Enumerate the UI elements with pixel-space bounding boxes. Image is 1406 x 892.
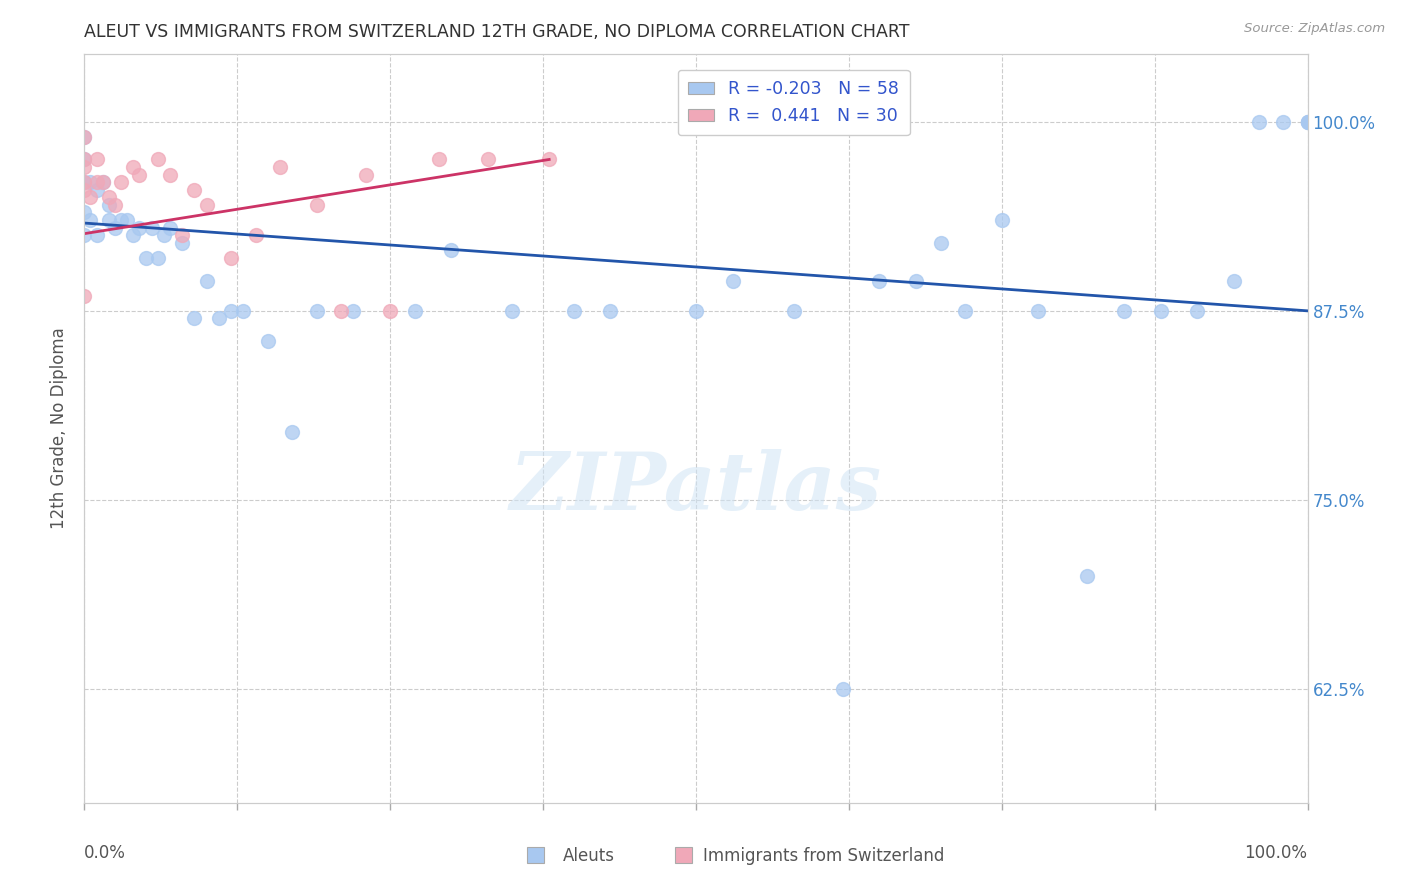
- Text: 0.0%: 0.0%: [84, 844, 127, 862]
- Point: [1296, 114, 1319, 128]
- Point: [73, 175, 96, 189]
- Point: [91, 175, 114, 189]
- Point: [172, 235, 194, 250]
- Point: [128, 168, 150, 182]
- Point: [219, 251, 242, 265]
- Point: [502, 303, 524, 318]
- Point: [122, 160, 145, 174]
- Point: [115, 213, 138, 227]
- Point: [208, 311, 231, 326]
- Point: [257, 334, 280, 348]
- Point: [305, 303, 328, 318]
- Point: [281, 425, 304, 439]
- Point: [183, 183, 205, 197]
- Point: [245, 228, 267, 243]
- Point: [183, 311, 205, 326]
- Point: [172, 228, 194, 243]
- Point: [97, 198, 120, 212]
- Point: [538, 153, 561, 167]
- Point: [1296, 114, 1319, 128]
- Point: [440, 244, 463, 258]
- Point: [1150, 303, 1173, 318]
- Point: [122, 228, 145, 243]
- Point: [73, 129, 96, 144]
- Point: [1114, 303, 1136, 318]
- Point: [73, 228, 96, 243]
- Point: [73, 183, 96, 197]
- Point: [477, 153, 499, 167]
- Point: [146, 153, 169, 167]
- Point: [86, 183, 108, 197]
- Point: [599, 303, 621, 318]
- Point: [159, 220, 181, 235]
- Point: [354, 168, 377, 182]
- Point: [991, 213, 1014, 227]
- Point: [110, 213, 132, 227]
- Point: [905, 274, 928, 288]
- Point: [269, 160, 291, 174]
- Point: [685, 303, 707, 318]
- Point: [562, 303, 585, 318]
- Point: [783, 303, 806, 318]
- Text: 100.0%: 100.0%: [1244, 844, 1308, 862]
- Point: [73, 153, 96, 167]
- Point: [721, 274, 744, 288]
- Point: [73, 160, 96, 174]
- Point: [1076, 568, 1098, 582]
- Point: [97, 213, 120, 227]
- Point: [146, 251, 169, 265]
- Point: [73, 175, 96, 189]
- Point: [1296, 114, 1319, 128]
- Point: [305, 198, 328, 212]
- Point: [159, 168, 181, 182]
- Point: [86, 228, 108, 243]
- Point: [330, 303, 353, 318]
- Point: [380, 303, 402, 318]
- Point: [1223, 274, 1246, 288]
- Point: [91, 175, 114, 189]
- Text: Immigrants from Switzerland: Immigrants from Switzerland: [703, 847, 945, 865]
- Point: [79, 213, 101, 227]
- Text: ALEUT VS IMMIGRANTS FROM SWITZERLAND 12TH GRADE, NO DIPLOMA CORRELATION CHART: ALEUT VS IMMIGRANTS FROM SWITZERLAND 12T…: [84, 23, 910, 41]
- Point: [128, 220, 150, 235]
- Point: [135, 251, 157, 265]
- Point: [86, 153, 108, 167]
- Point: [404, 303, 426, 318]
- Point: [1247, 114, 1270, 128]
- Point: [79, 175, 101, 189]
- Text: Source: ZipAtlas.com: Source: ZipAtlas.com: [1244, 22, 1385, 36]
- Point: [104, 220, 127, 235]
- Point: [1272, 114, 1295, 128]
- Point: [427, 153, 450, 167]
- Text: ZIPatlas: ZIPatlas: [510, 450, 882, 527]
- Point: [73, 129, 96, 144]
- Point: [195, 274, 218, 288]
- Text: Aleuts: Aleuts: [562, 847, 614, 865]
- Point: [342, 303, 364, 318]
- Point: [219, 303, 242, 318]
- Point: [1296, 114, 1319, 128]
- Point: [97, 190, 120, 204]
- Point: [1187, 303, 1209, 318]
- Point: [232, 303, 254, 318]
- Point: [86, 175, 108, 189]
- Y-axis label: 12th Grade, No Diploma: 12th Grade, No Diploma: [51, 327, 69, 529]
- Point: [195, 198, 218, 212]
- Point: [869, 274, 891, 288]
- Point: [73, 289, 96, 303]
- Point: [110, 175, 132, 189]
- Point: [73, 205, 96, 219]
- Point: [153, 228, 176, 243]
- Point: [79, 190, 101, 204]
- Legend: R = -0.203   N = 58, R =  0.441   N = 30: R = -0.203 N = 58, R = 0.441 N = 30: [678, 70, 910, 136]
- Point: [929, 235, 952, 250]
- Point: [141, 220, 163, 235]
- Point: [73, 153, 96, 167]
- Point: [953, 303, 976, 318]
- Point: [104, 198, 127, 212]
- Point: [1028, 303, 1050, 318]
- Point: [831, 682, 853, 697]
